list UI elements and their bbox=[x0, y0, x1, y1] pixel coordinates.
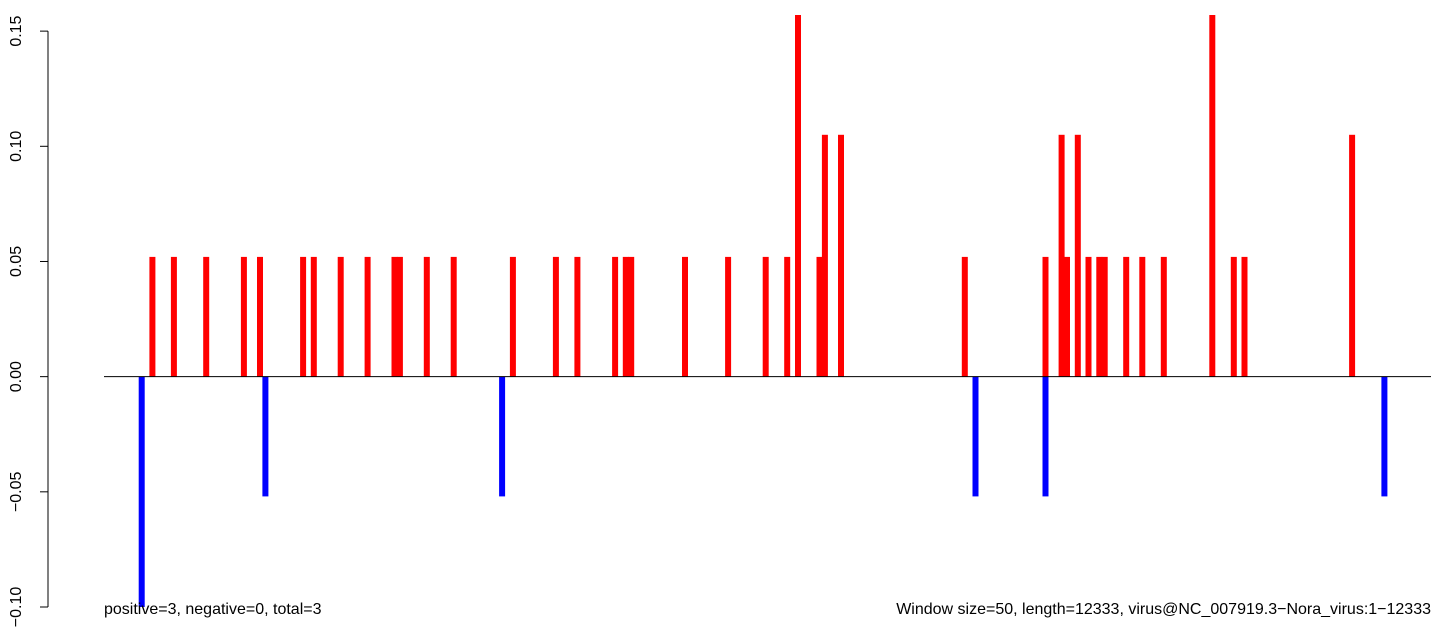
bar-positive bbox=[1074, 134, 1081, 377]
bar-positive bbox=[364, 256, 371, 377]
y-tick-label: 0.10 bbox=[8, 131, 25, 162]
bar-positive bbox=[821, 134, 828, 377]
bar-positive bbox=[391, 256, 398, 377]
bar-positive bbox=[1349, 134, 1356, 377]
bar-positive bbox=[203, 256, 210, 377]
bar-negative bbox=[972, 376, 979, 497]
bar-positive bbox=[396, 256, 403, 377]
bar-positive bbox=[762, 256, 769, 377]
bar-positive bbox=[509, 256, 516, 377]
bar-positive bbox=[628, 256, 635, 377]
bar-negative bbox=[138, 376, 145, 607]
annotation-left: positive=3, negative=0, total=3 bbox=[104, 601, 322, 618]
bar-negative bbox=[499, 376, 506, 497]
y-tick-label: 0.15 bbox=[8, 15, 25, 46]
bar-positive bbox=[1096, 256, 1103, 377]
y-axis: −0.10 −0.05 0.00 0.05 0.10 0.15 bbox=[8, 15, 49, 628]
bar-positive bbox=[170, 256, 177, 377]
y-tick-label: 0.05 bbox=[8, 246, 25, 277]
bar-positive bbox=[1101, 256, 1108, 377]
bar-positive bbox=[450, 256, 457, 377]
bar-positive bbox=[682, 256, 688, 377]
y-tick-label: −0.05 bbox=[8, 471, 25, 512]
bar-positive bbox=[1139, 256, 1146, 377]
bar-positive bbox=[622, 256, 629, 377]
bar-positive bbox=[1042, 256, 1049, 377]
bar-positive bbox=[149, 256, 156, 377]
bar-positive bbox=[300, 256, 307, 377]
bar-negative bbox=[1042, 376, 1049, 497]
bar-positive bbox=[816, 256, 823, 377]
bar-positive bbox=[961, 256, 968, 377]
bar-positive bbox=[795, 15, 801, 377]
bar-positive bbox=[552, 256, 559, 377]
bar-positive bbox=[1123, 256, 1130, 377]
bar-positive bbox=[310, 256, 317, 377]
bar-positive bbox=[1160, 256, 1167, 377]
bar-positive bbox=[423, 256, 430, 377]
bar-positive bbox=[337, 256, 344, 377]
bar-negative bbox=[262, 376, 269, 497]
bar-positive bbox=[725, 256, 732, 377]
bar-positive bbox=[257, 256, 263, 377]
bar-positive bbox=[1230, 256, 1237, 377]
bar-positive bbox=[1085, 256, 1092, 377]
bar-positive bbox=[1241, 256, 1248, 377]
bar-positive bbox=[1058, 134, 1065, 377]
y-tick-label: 0.00 bbox=[8, 361, 25, 392]
bar-positive bbox=[574, 256, 581, 377]
bar-negative bbox=[1381, 376, 1388, 497]
bar-positive bbox=[1209, 15, 1216, 377]
annotation-right: Window size=50, length=12333, virus@NC_0… bbox=[896, 601, 1431, 618]
bar-positive bbox=[784, 256, 791, 377]
bar-positive bbox=[838, 134, 844, 377]
bar-positive bbox=[612, 256, 619, 377]
bar-positive bbox=[240, 256, 247, 377]
y-tick-label: −0.10 bbox=[8, 587, 25, 628]
bar-positive bbox=[1064, 256, 1070, 377]
bars bbox=[138, 15, 1388, 607]
